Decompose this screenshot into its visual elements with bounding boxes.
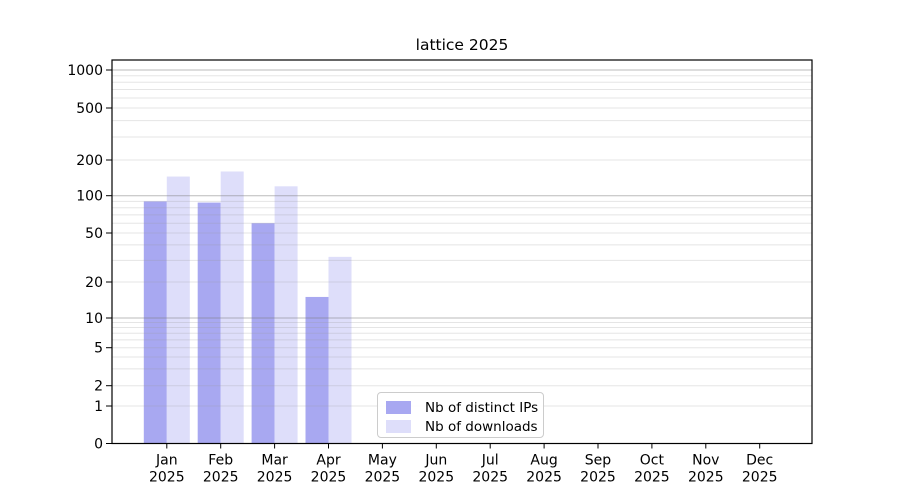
x-tick-label-month: Mar [261, 453, 288, 469]
x-tick-label-year: 2025 [742, 470, 778, 486]
y-tick-label: 100 [76, 189, 103, 205]
y-tick-label: 0 [94, 437, 103, 453]
y-tick-label: 1000 [67, 63, 103, 79]
legend: Nb of distinct IPs Nb of downloads [377, 392, 544, 438]
x-tick-label-year: 2025 [634, 470, 670, 486]
y-tick-label: 20 [85, 275, 103, 291]
bar-nb-of-distinct-ips-feb [197, 202, 221, 444]
x-tick-label-year: 2025 [311, 470, 347, 486]
bar-nb-of-downloads-jan [166, 176, 190, 444]
x-tick-label-month: Jul [481, 453, 499, 469]
chart-title: lattice 2025 [415, 36, 509, 54]
plot-border [111, 59, 813, 445]
x-tick-label-month: Aug [530, 453, 557, 469]
legend-label-distinct-ips: Nb of distinct IPs [425, 399, 539, 416]
x-tick-label-year: 2025 [203, 470, 239, 486]
x-axis: Jan2025Feb2025Mar2025Apr2025May2025Jun20… [149, 443, 778, 486]
x-tick-label-month: May [368, 453, 397, 469]
y-tick-label: 200 [76, 153, 103, 169]
y-tick-label: 1 [94, 399, 103, 415]
x-tick-label-month: Nov [692, 453, 719, 469]
y-tick-label: 5 [94, 341, 103, 357]
bar-nb-of-distinct-ips-mar [251, 223, 275, 444]
x-tick-label-month: Apr [316, 453, 340, 469]
x-tick-label-year: 2025 [149, 470, 185, 486]
y-tick-label: 500 [76, 101, 103, 117]
x-tick-label-month: Jun [424, 453, 447, 469]
y-axis: 0 1 2 5 10 20 50 100 200 500 1000 [67, 63, 112, 453]
x-tick-label-year: 2025 [580, 470, 616, 486]
legend-swatch-distinct-ips-icon [386, 401, 411, 414]
x-tick-label-month: Oct [640, 453, 665, 469]
y-tick-label: 50 [85, 226, 103, 242]
x-tick-label-month: Jan [155, 453, 178, 469]
x-tick-label-year: 2025 [257, 470, 293, 486]
bar-nb-of-distinct-ips-jan [143, 201, 167, 444]
y-tick-label: 10 [85, 311, 103, 327]
bars [143, 171, 352, 444]
legend-swatch-downloads-icon [386, 420, 411, 433]
bar-nb-of-downloads-apr [328, 256, 352, 444]
x-tick-label-year: 2025 [472, 470, 508, 486]
x-tick-label-year: 2025 [365, 470, 401, 486]
legend-label-downloads: Nb of downloads [425, 418, 538, 435]
gridlines [112, 69, 812, 407]
y-tick-label: 2 [94, 379, 103, 395]
legend-item-distinct-ips: Nb of distinct IPs [386, 398, 543, 417]
bar-nb-of-downloads-mar [274, 186, 298, 444]
x-tick-label-month: Sep [585, 453, 612, 469]
x-tick-label-month: Feb [208, 453, 233, 469]
x-tick-label-year: 2025 [688, 470, 724, 486]
x-tick-label-month: Dec [746, 453, 773, 469]
bar-nb-of-distinct-ips-apr [305, 296, 329, 444]
legend-item-downloads: Nb of downloads [386, 417, 543, 436]
x-tick-label-year: 2025 [418, 470, 454, 486]
x-tick-label-year: 2025 [526, 470, 562, 486]
bar-nb-of-downloads-feb [220, 171, 244, 444]
